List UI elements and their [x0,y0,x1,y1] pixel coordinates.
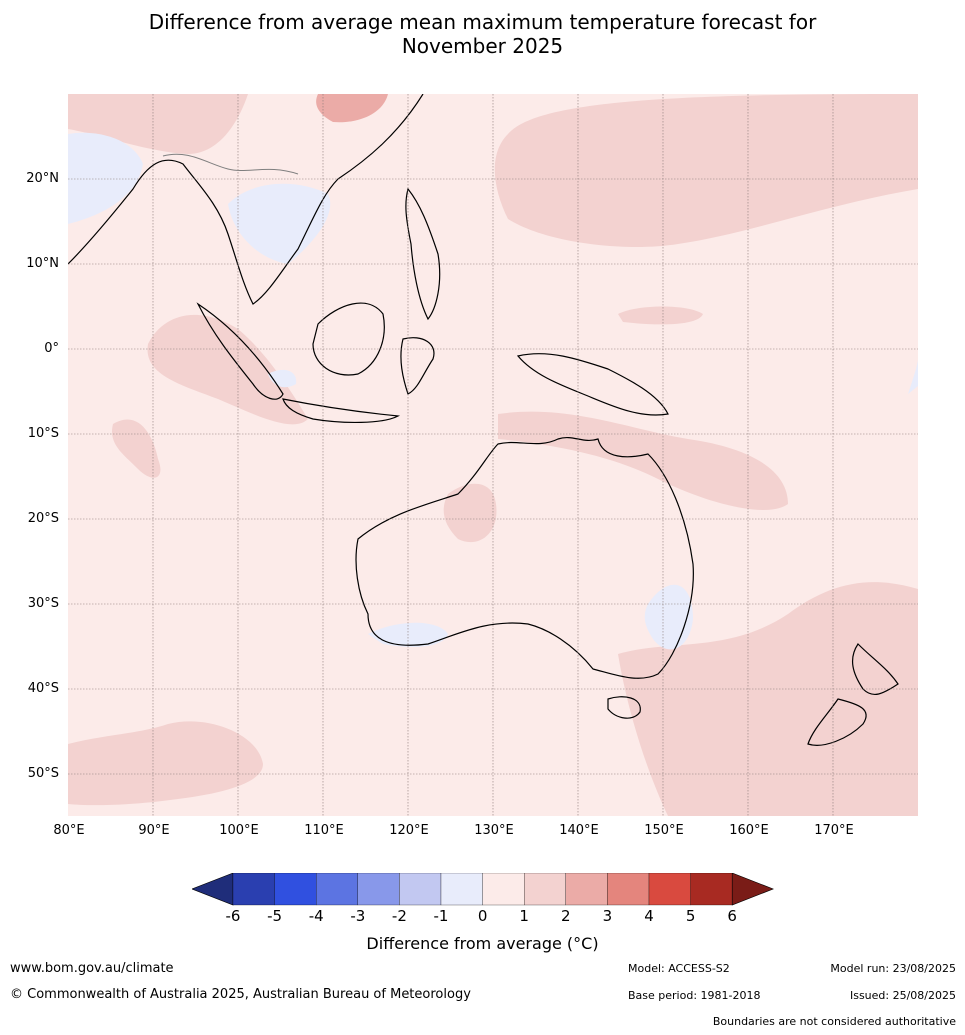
colorbar-segment [357,873,400,906]
chart-title: Difference from average mean maximum tem… [0,10,965,58]
title-line-1: Difference from average mean maximum tem… [148,10,817,34]
colorbar-segment [232,873,275,906]
cool-region-india [68,132,143,224]
cool-region-east-edge [908,359,918,394]
colorbar-tick-label: 2 [561,907,571,925]
warm-region-coral-sea [498,411,788,510]
colorbar-segment [399,873,442,906]
nz-north-island-coastline [851,643,899,696]
lon-label: 140°E [559,823,599,838]
lat-label: 0° [44,341,59,356]
warm-region-china [316,94,388,123]
boundaries-disclaimer: Boundaries are not considered authoritat… [712,1015,956,1028]
philippines-coastline [405,187,441,321]
lon-label: 150°E [644,823,684,838]
colorbar-tick-label: 6 [727,907,737,925]
lat-label: 20°N [26,171,59,186]
colorbar-tick-label: 4 [644,907,654,925]
cool-region-indochina [228,183,331,264]
website-link[interactable]: www.bom.gov.au/climate [10,961,174,976]
colorbar-segment [648,873,691,906]
colorbar-segment [690,873,733,906]
lat-label: 50°S [27,766,59,781]
lon-label: 160°E [729,823,769,838]
copyright-text: © Commonwealth of Australia 2025, Austra… [10,987,471,1002]
lon-label: 110°E [304,823,344,838]
colorbar-tick-label: -1 [433,907,449,925]
new-guinea-coastline [516,353,669,416]
colorbar-segment [482,873,525,906]
colorbar-tick-label: 1 [519,907,529,925]
colorbar-tick-label: -4 [308,907,324,925]
model-name: Model: ACCESS-S2 [628,962,730,975]
lat-label: 20°S [27,511,59,526]
warm-region-indian-ocean [147,314,308,425]
title-line-2: November 2025 [401,34,564,58]
colorbar-tick-label: 0 [477,907,488,925]
nz-south-island-coastline [807,698,867,746]
lon-label: 80°E [53,823,85,838]
forecast-map [68,94,918,816]
lat-label: 30°S [27,596,59,611]
model-run-date: Model run: 23/08/2025 [830,962,956,975]
australia-coastline [355,436,694,679]
lon-label: 120°E [389,823,429,838]
colorbar-segment [565,873,608,906]
colorbar-label: Difference from average (°C) [366,934,599,953]
colorbar-tick-label: -2 [391,907,407,925]
lon-label: 90°E [138,823,170,838]
colorbar-tick-label: 3 [602,907,613,925]
lon-label: 100°E [219,823,259,838]
java-coastline [282,398,401,424]
lat-label: 40°S [27,681,59,696]
colorbar-extend-high [731,873,774,906]
colorbar-extend-low [192,873,234,906]
colorbar-segment [316,873,358,906]
issued-date: Issued: 25/08/2025 [849,989,956,1002]
warm-region-north-pacific [494,94,918,247]
warm-region-southern-ocean [68,721,263,806]
colorbar-tick-label: 5 [685,907,696,925]
lon-label: 130°E [474,823,514,838]
warm-region-nw-australia [443,483,497,543]
warm-region-west-indian [112,419,161,478]
cool-region-se-australia [644,584,693,650]
graticule [68,94,918,816]
borneo-coastline [312,302,385,376]
country-boundaries-asia [162,153,299,175]
lat-label: 10°N [26,256,59,271]
base-period: Base period: 1981-2018 [628,989,761,1002]
lon-label: 170°E [814,823,854,838]
sumatra-coastline [196,302,284,400]
tasmania-coastline [607,696,641,719]
colorbar-tick-label: -5 [267,907,283,925]
sulawesi-coastline [400,337,435,395]
colorbar-segment [440,873,483,906]
colorbar-tick-label: -6 [225,907,241,925]
map-svg [68,94,918,816]
colorbar-segment [274,873,317,906]
lat-label: 10°S [27,426,59,441]
warm-region-tasman-sea [618,582,918,816]
warm-region-equatorial [618,306,703,325]
colorbar-tick-label: -3 [350,907,366,925]
colorbar-segment [607,873,650,906]
colorbar-segment [524,873,566,906]
colorbar [192,873,774,906]
